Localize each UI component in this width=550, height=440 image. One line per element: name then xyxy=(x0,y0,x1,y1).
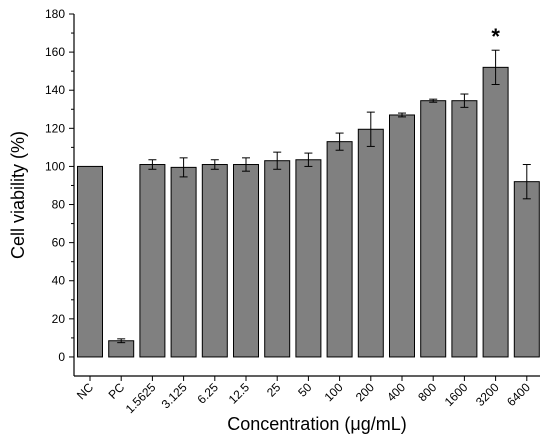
bar-800 xyxy=(420,100,447,358)
error-bar-25 xyxy=(273,151,282,170)
error-bar-800 xyxy=(429,98,438,103)
annotations-layer: * xyxy=(491,24,500,49)
x-tick-label-6.25: 6.25 xyxy=(195,380,222,407)
bar-400 xyxy=(389,114,415,358)
x-tick-label-50: 50 xyxy=(295,380,315,400)
y-tick-label: 100 xyxy=(45,159,65,173)
error-bar-12.5 xyxy=(242,157,250,172)
x-tick-label-1600: 1600 xyxy=(442,380,471,409)
error-bar-50 xyxy=(304,152,313,167)
y-tick-label: 140 xyxy=(45,83,65,97)
error-bar-100 xyxy=(335,132,344,151)
bar-3200 xyxy=(482,66,509,358)
error-bar-200 xyxy=(366,111,375,147)
bar-100 xyxy=(326,141,353,358)
x-tick-label-NC: NC xyxy=(74,380,96,402)
x-ticks-layer: NC PC1.5625 3.125 6.25 12.5 25 50 100 200 400 800 1… xyxy=(74,376,533,416)
bar-1.5625 xyxy=(139,164,166,358)
bars-layer xyxy=(77,66,540,358)
error-bar-3.125 xyxy=(179,157,188,178)
error-bar-1600 xyxy=(460,93,469,108)
y-tick-label: 80 xyxy=(52,198,66,212)
significance-annotation: * xyxy=(491,24,500,49)
bar-6.25 xyxy=(201,164,228,358)
y-axis-title: Cell viability (%) xyxy=(8,131,28,259)
y-tick-label: 120 xyxy=(45,121,65,135)
x-tick-label-12.5: 12.5 xyxy=(226,380,253,407)
x-tick-label-PC: PC xyxy=(106,380,128,402)
x-tick-label-25: 25 xyxy=(264,380,284,400)
x-axis-title: Concentration (μg/mL) xyxy=(227,414,406,434)
y-tick-label: 180 xyxy=(45,7,65,21)
error-bar-1.5625 xyxy=(148,159,157,170)
y-tick-label: 40 xyxy=(52,274,66,288)
x-tick-label-3.125: 3.125 xyxy=(159,380,190,411)
bar-PC xyxy=(108,340,135,358)
bar-3.125 xyxy=(170,166,197,358)
error-bars-layer xyxy=(117,49,531,344)
x-tick-label-800: 800 xyxy=(415,380,439,404)
x-tick-label-100: 100 xyxy=(322,380,346,404)
error-bar-PC xyxy=(117,338,126,344)
error-bar-400 xyxy=(398,112,406,118)
error-bar-6.25 xyxy=(210,159,219,170)
y-tick-label: 0 xyxy=(58,350,65,364)
x-tick-label-1.5625: 1.5625 xyxy=(123,380,159,416)
y-tick-label: 20 xyxy=(52,312,66,326)
y-tick-label: 60 xyxy=(52,236,66,250)
y-tick-label: 160 xyxy=(45,45,65,59)
y-ticks-layer: 0 20 40 60 80 100 120 140 160 180 xyxy=(45,7,74,364)
x-tick-label-200: 200 xyxy=(353,380,377,404)
x-tick-label-6400: 6400 xyxy=(504,380,533,409)
x-tick-label-3200: 3200 xyxy=(473,380,502,409)
bar-25 xyxy=(264,160,291,358)
bar-NC xyxy=(77,165,103,358)
bar-1600 xyxy=(451,100,478,358)
bar-200 xyxy=(357,128,384,358)
error-bar-3200 xyxy=(491,49,500,85)
x-tick-label-400: 400 xyxy=(384,380,408,404)
bar-12.5 xyxy=(233,164,259,358)
axes-layer xyxy=(73,14,540,377)
bar-50 xyxy=(295,159,322,358)
bar-6400 xyxy=(513,181,540,358)
error-bar-6400 xyxy=(522,164,531,200)
